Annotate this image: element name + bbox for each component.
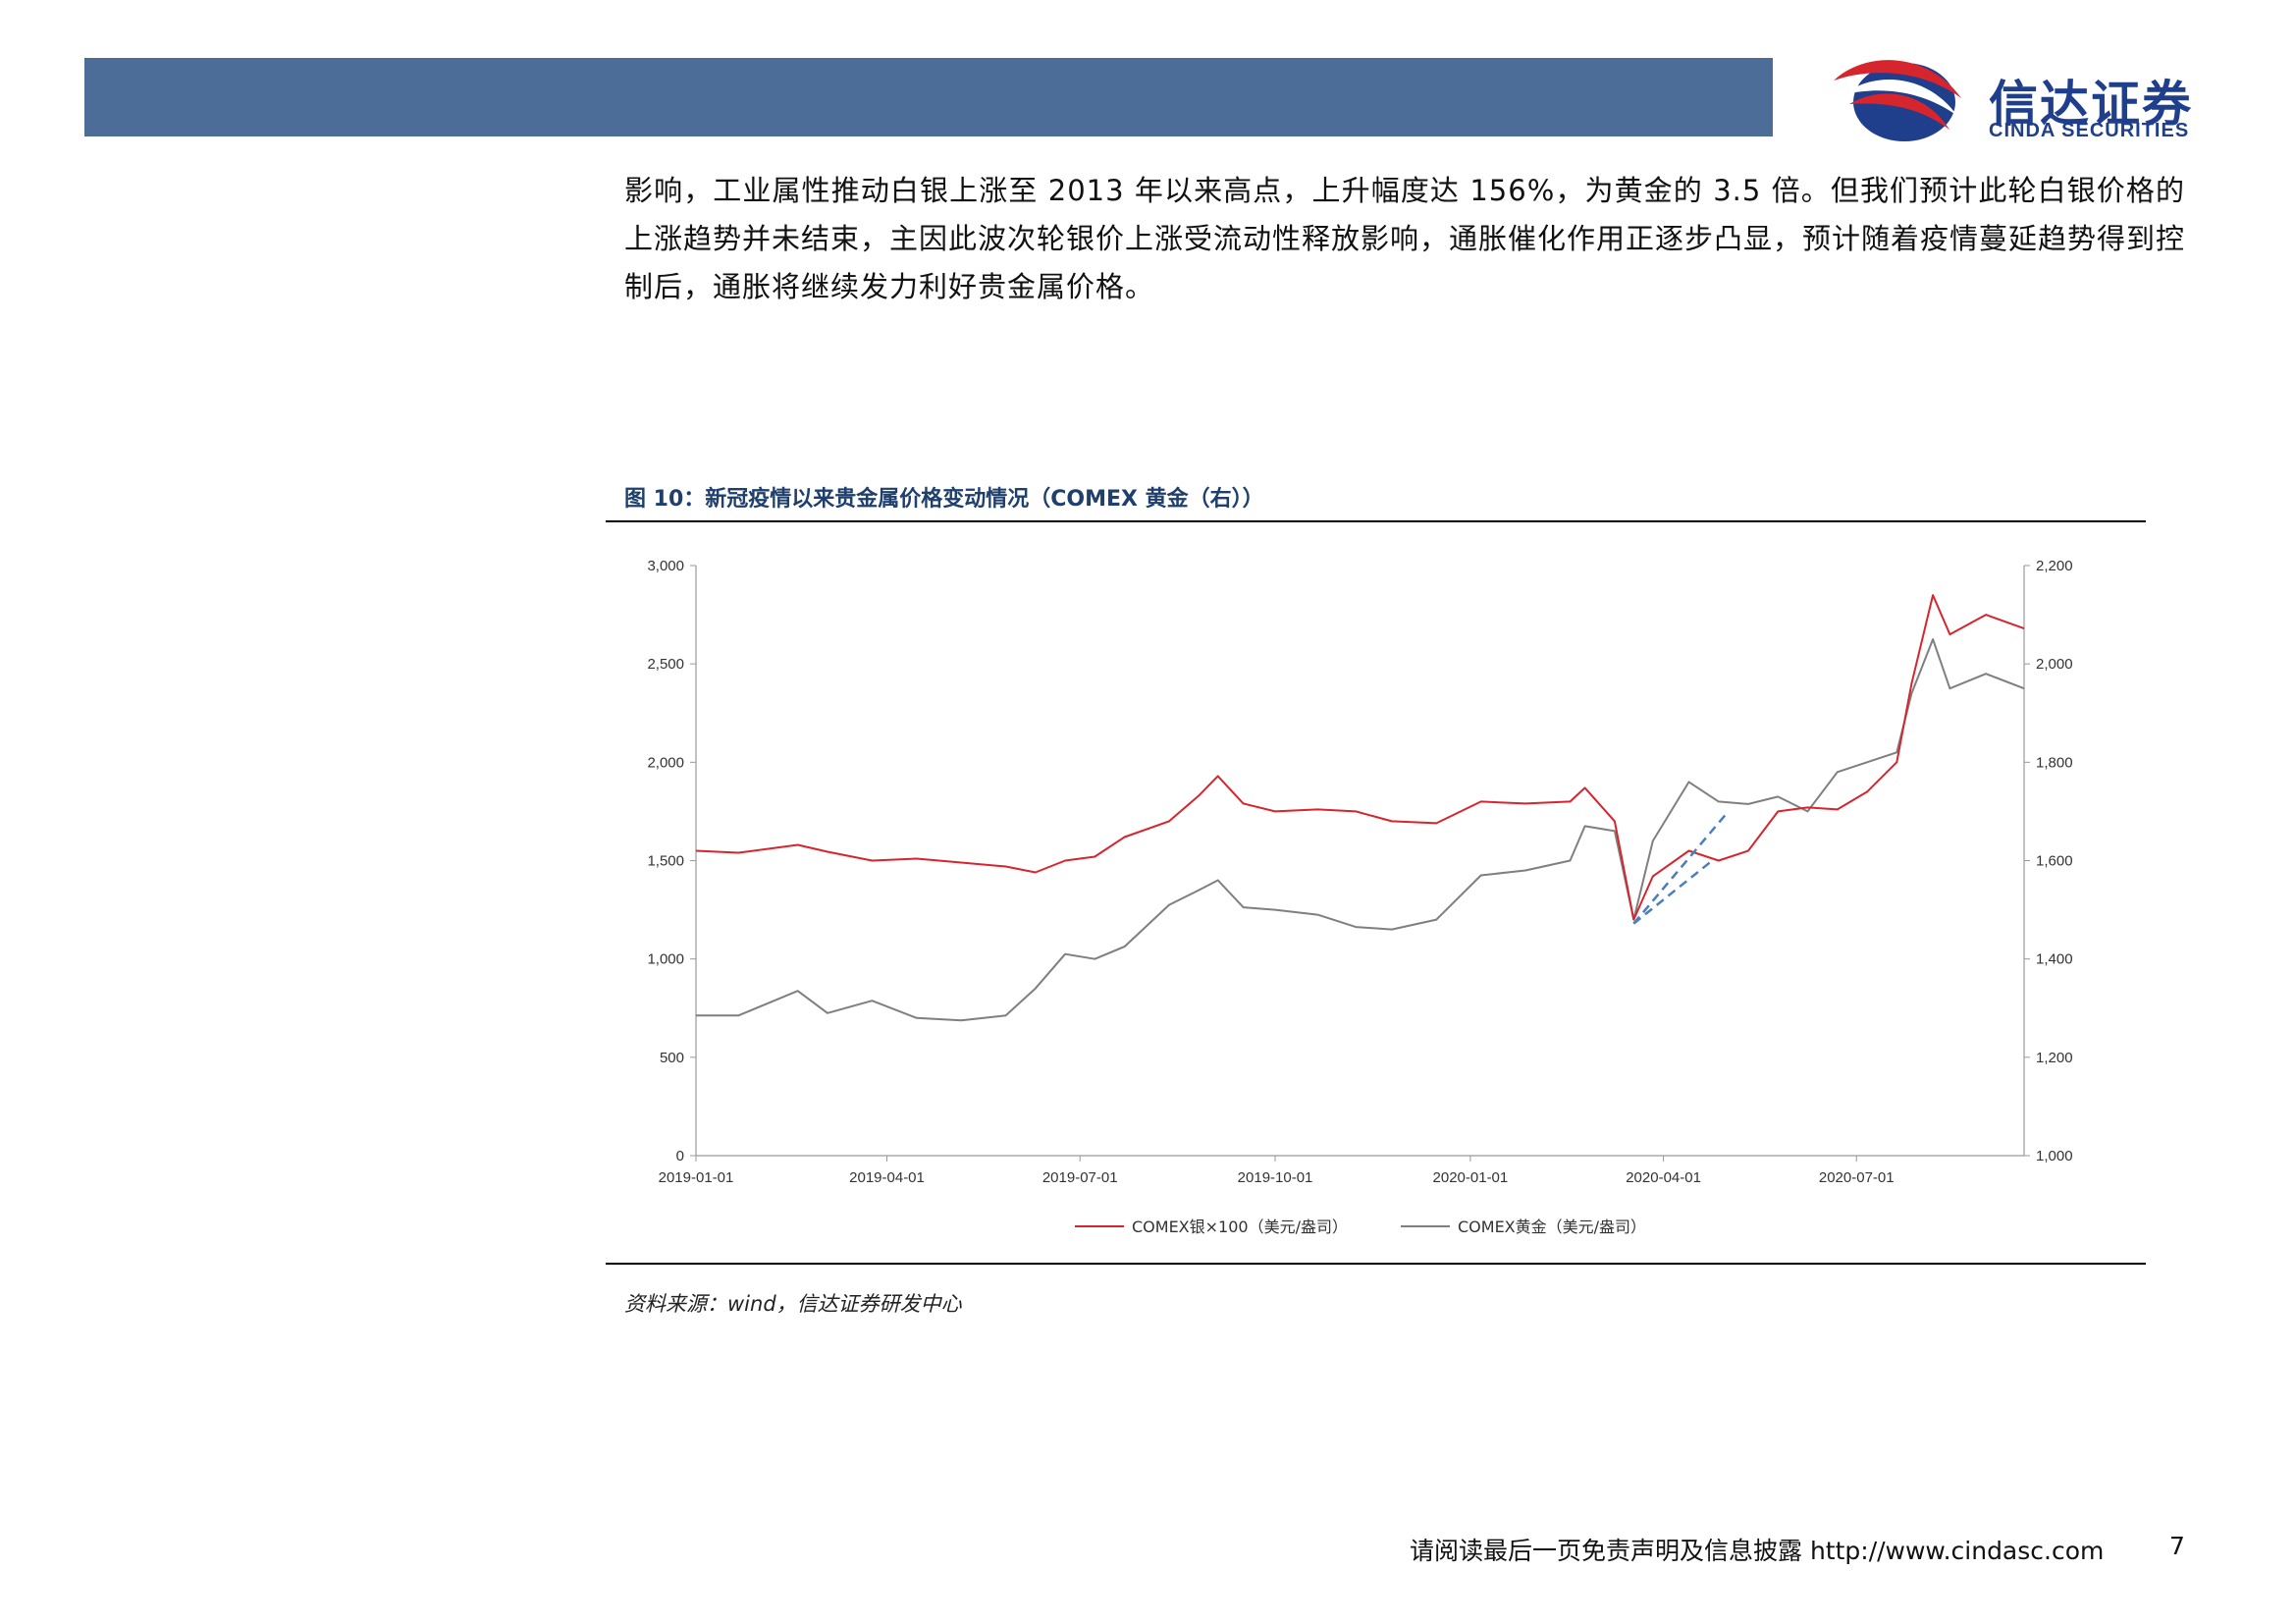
y-right-tick-label: 2,200 bbox=[2036, 558, 2073, 574]
y-left-tick-label: 500 bbox=[660, 1050, 684, 1066]
series-line-gold bbox=[696, 638, 2025, 1022]
cinda-logo-mark bbox=[1834, 60, 1961, 141]
body-paragraph: 影响，工业属性推动白银上涨至 2013 年以来高点，上升幅度达 156%，为黄金… bbox=[624, 174, 2186, 303]
logo-cn-text: 信达证券 bbox=[1989, 76, 2193, 133]
y-right-tick-label: 2,000 bbox=[2036, 656, 2073, 673]
x-tick-label: 2020-04-01 bbox=[1626, 1169, 1701, 1186]
x-tick-label: 2019-07-01 bbox=[1042, 1169, 1118, 1186]
y-right-tick-label: 1,400 bbox=[2036, 951, 2073, 968]
x-tick-label: 2019-01-01 bbox=[659, 1169, 734, 1186]
footer-disclaimer: 请阅读最后一页免责声明及信息披露 http://www.cindasc.com bbox=[1410, 1537, 2105, 1565]
y-right-tick-label: 1,600 bbox=[2036, 853, 2073, 870]
trend-dashed-line bbox=[1632, 814, 1727, 925]
y-left-tick-label: 1,500 bbox=[647, 853, 684, 870]
figure-source: 资料来源：wind，信达证券研发中心 bbox=[624, 1292, 962, 1316]
logo-en-text: CINDA SECURITIES bbox=[1989, 120, 2190, 141]
legend-label-gold: COMEX黄金（美元/盎司） bbox=[1458, 1218, 1646, 1236]
x-tick-label: 2020-01-01 bbox=[1433, 1169, 1509, 1186]
y-left-tick-label: 2,500 bbox=[647, 656, 684, 673]
y-left-tick-label: 1,000 bbox=[647, 951, 684, 968]
legend-label-silver: COMEX银×100（美元/盎司） bbox=[1132, 1218, 1348, 1236]
y-left-tick-label: 3,000 bbox=[647, 558, 684, 574]
figure-top-rule bbox=[606, 520, 2146, 522]
y-left-tick-label: 0 bbox=[676, 1148, 684, 1164]
y-right-tick-label: 1,800 bbox=[2036, 754, 2073, 771]
x-tick-label: 2019-04-01 bbox=[849, 1169, 925, 1186]
trend-dashed-line bbox=[1632, 859, 1714, 925]
figure-bottom-rule bbox=[606, 1263, 2146, 1265]
y-right-tick-label: 1,200 bbox=[2036, 1050, 2073, 1066]
series-line-silver bbox=[695, 594, 2025, 921]
figure-title: 图 10：新冠疫情以来贵金属价格变动情况（COMEX 黄金（右）） bbox=[624, 487, 1264, 512]
x-tick-label: 2019-10-01 bbox=[1238, 1169, 1313, 1186]
x-tick-label: 2020-07-01 bbox=[1819, 1169, 1895, 1186]
header-bar bbox=[84, 58, 1773, 136]
y-right-tick-label: 1,000 bbox=[2036, 1148, 2073, 1164]
page-number: 7 bbox=[2169, 1532, 2185, 1560]
chart: 0 500 1,000 1,500 2,000 2,500 3,000 1,000 1,200 1… bbox=[647, 558, 2073, 1236]
y-left-tick-label: 2,000 bbox=[647, 754, 684, 771]
cinda-logo: 信达证券 CINDA SECURITIES bbox=[1828, 51, 2240, 149]
